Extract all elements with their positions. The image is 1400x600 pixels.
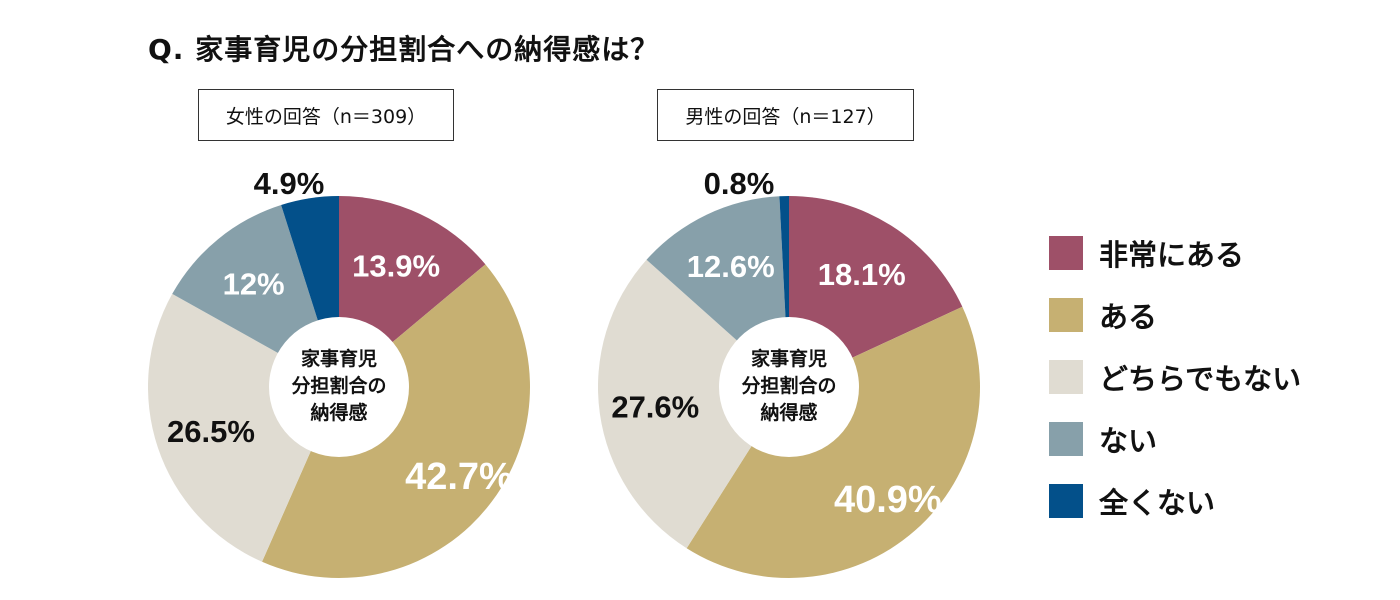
pie-center-hole bbox=[719, 317, 859, 457]
data-label: 12% bbox=[223, 266, 285, 301]
data-label: 42.7% bbox=[405, 456, 513, 498]
legend-item: ない bbox=[1049, 422, 1301, 458]
legend-swatch bbox=[1049, 422, 1083, 456]
data-label: 40.9% bbox=[834, 479, 942, 521]
center-label: 家事育児 bbox=[751, 347, 827, 370]
data-label: 0.8% bbox=[704, 166, 775, 201]
legend-swatch bbox=[1049, 484, 1083, 518]
legend-swatch bbox=[1049, 360, 1083, 394]
legend-swatch bbox=[1049, 236, 1083, 270]
center-label: 家事育児 bbox=[301, 347, 377, 370]
subtitle-male: 男性の回答（n＝127） bbox=[657, 89, 914, 141]
legend-label: 非常にある bbox=[1099, 238, 1245, 272]
center-label: 納得感 bbox=[760, 401, 817, 424]
legend-item: 全くない bbox=[1049, 484, 1301, 520]
pie-slice bbox=[598, 259, 789, 549]
legend-item: 非常にある bbox=[1049, 236, 1301, 272]
legend-label: どちらでもない bbox=[1099, 362, 1302, 396]
legend: 非常にあるあるどちらでもない ない全くない bbox=[1049, 236, 1301, 546]
data-label: 27.6% bbox=[611, 390, 699, 425]
legend-item: ある bbox=[1049, 298, 1301, 334]
data-label: 12.6% bbox=[687, 249, 775, 284]
data-label: 18.1% bbox=[818, 257, 906, 292]
legend-label: ない bbox=[1099, 424, 1158, 458]
data-label: 13.9% bbox=[352, 249, 440, 284]
chart-title: Q. 家事育児の分担割合への納得感は？ bbox=[148, 33, 660, 66]
pie-slice bbox=[686, 306, 981, 578]
data-label: 4.9% bbox=[254, 166, 325, 201]
center-label: 分担割合の bbox=[291, 374, 386, 397]
legend-swatch bbox=[1049, 298, 1083, 332]
center-label: 納得感 bbox=[310, 401, 367, 424]
data-label: 26.5% bbox=[167, 414, 255, 449]
center-label: 分担割合の bbox=[741, 374, 836, 397]
legend-label: ある bbox=[1099, 300, 1158, 334]
legend-label: 全くない bbox=[1099, 486, 1216, 520]
legend-item: どちらでもない bbox=[1049, 360, 1301, 396]
pie-center-hole bbox=[269, 317, 409, 457]
subtitle-female: 女性の回答（n＝309） bbox=[198, 89, 454, 141]
